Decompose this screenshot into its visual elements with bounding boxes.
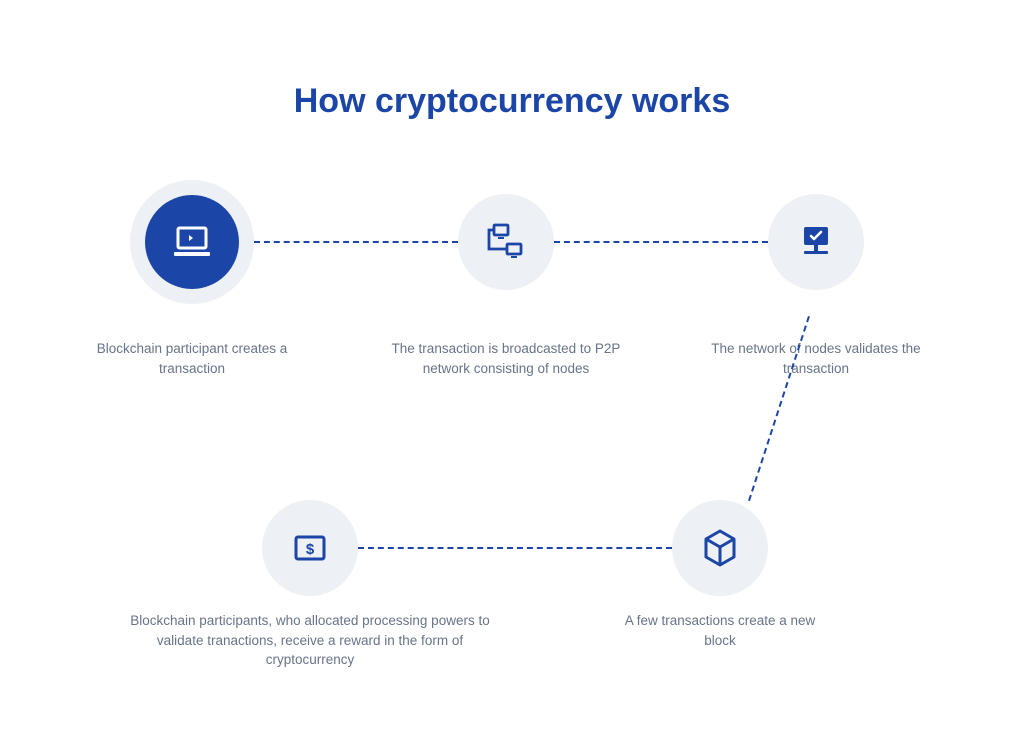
connector-4-5 (358, 547, 672, 549)
step-1-label: Blockchain participant creates a transac… (77, 339, 307, 378)
step-5-circle: $ (262, 500, 358, 596)
step-2-circle (458, 194, 554, 290)
step-1-inner (145, 195, 239, 289)
step-3-circle (768, 194, 864, 290)
dollar-icon: $ (293, 534, 327, 562)
step-5-label: Blockchain participants, who allocated p… (115, 611, 505, 670)
step-4-circle (672, 500, 768, 596)
connector-1-2 (254, 241, 458, 243)
monitor-check-icon (796, 223, 836, 261)
connector-2-3 (554, 241, 768, 243)
cube-icon (701, 528, 739, 568)
step-3-label: The network of nodes validates the trans… (701, 339, 931, 378)
step-2-label: The transaction is broadcasted to P2P ne… (391, 339, 621, 378)
network-icon (484, 222, 528, 262)
page-title: How cryptocurrency works (0, 82, 1024, 121)
svg-text:$: $ (306, 541, 315, 558)
step-1-circle (130, 180, 254, 304)
laptop-icon (172, 225, 212, 259)
step-4-label: A few transactions create a new block (615, 611, 825, 650)
